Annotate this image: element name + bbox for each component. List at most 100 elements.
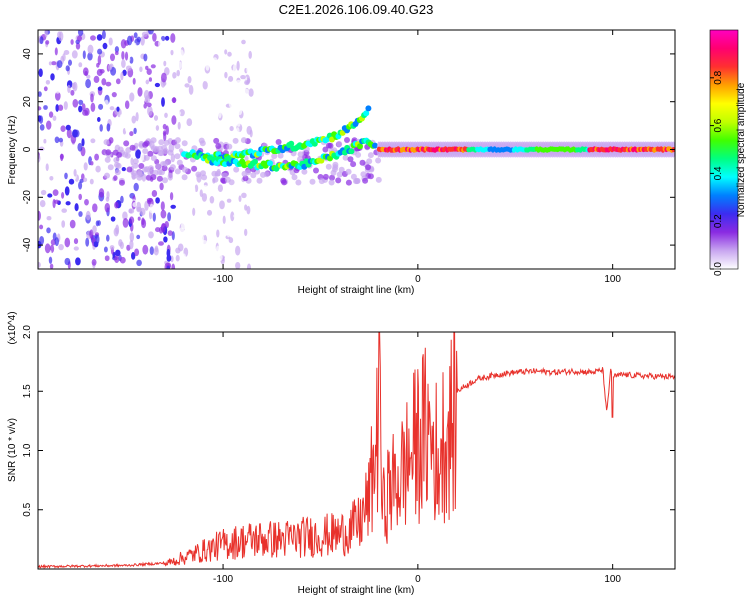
- noise-blob: [236, 79, 242, 85]
- noise-blob: [45, 79, 51, 85]
- noise-blob: [163, 236, 168, 243]
- halo-blob: [163, 139, 170, 146]
- noise-blob: [63, 101, 68, 110]
- noise-blob: [65, 201, 71, 206]
- noise-blob: [78, 99, 84, 106]
- noise-blob: [126, 35, 133, 46]
- noise-blob: [160, 201, 165, 211]
- noise-blob: [52, 115, 57, 121]
- halo-blob: [212, 176, 219, 183]
- noise-blob: [38, 68, 43, 77]
- halo-blob: [241, 170, 248, 177]
- noise-blob: [159, 182, 164, 191]
- noise-blob: [39, 236, 45, 245]
- noise-blob: [91, 259, 97, 266]
- noise-blob: [81, 138, 85, 147]
- noise-blob: [90, 161, 94, 166]
- noise-blob: [138, 58, 143, 66]
- noise-blob: [147, 106, 153, 116]
- halo-blob: [256, 177, 263, 184]
- noise-blob: [158, 241, 164, 246]
- noise-blob: [78, 193, 83, 201]
- noise-blob: [44, 243, 51, 254]
- noise-blob: [149, 261, 154, 269]
- noise-blob: [182, 240, 187, 248]
- halo-blob: [104, 172, 110, 179]
- noise-blob: [117, 37, 122, 44]
- lower-branch-point: [372, 142, 378, 149]
- snr-panel: -100 0 100 0.5 1.0 1.5 2.0 Height of straight…: [7, 311, 676, 596]
- noise-blob: [198, 238, 204, 246]
- noise-blob: [140, 36, 145, 46]
- halo-blob: [176, 159, 183, 166]
- noise-blob: [213, 36, 218, 43]
- noise-blob: [103, 246, 108, 253]
- noise-blob: [160, 35, 166, 42]
- noise-blob: [152, 32, 157, 42]
- noise-blob: [232, 201, 236, 207]
- noise-blob: [178, 98, 182, 109]
- noise-blob: [191, 41, 197, 48]
- noise-blob: [140, 97, 144, 106]
- noise-blob: [125, 65, 132, 71]
- noise-blob: [198, 124, 205, 129]
- noise-blob: [149, 203, 154, 214]
- noise-blob: [109, 245, 115, 250]
- noise-blob: [87, 52, 93, 61]
- halo-blob: [198, 137, 205, 144]
- lower-branch-point: [357, 143, 363, 150]
- halo-blob: [362, 177, 369, 184]
- figure-title: C2E1.2026.106.09.40.G23: [279, 2, 434, 17]
- halo-blob: [143, 154, 150, 161]
- noise-blob: [221, 110, 228, 117]
- noise-blob: [94, 153, 99, 161]
- noise-blob: [187, 76, 192, 84]
- noise-blob: [187, 104, 191, 110]
- noise-blob: [231, 184, 236, 193]
- halo-blob: [181, 174, 188, 181]
- noise-blob: [64, 172, 68, 180]
- noise-blob: [104, 202, 111, 213]
- noise-blob: [210, 71, 216, 80]
- noise-blob: [50, 73, 55, 81]
- noise-blob: [146, 102, 152, 108]
- halo-blob: [142, 148, 149, 155]
- noise-blob: [43, 47, 48, 53]
- halo-blob: [366, 158, 373, 165]
- noise-blob: [146, 68, 152, 76]
- noise-blob: [113, 175, 118, 181]
- noise-blob: [224, 49, 228, 55]
- noise-blob: [54, 47, 58, 56]
- noise-blob: [44, 57, 49, 64]
- noise-blob: [196, 249, 201, 258]
- snr-y-ticks: 0.5 1.0 1.5 2.0: [22, 325, 675, 517]
- halo-blob: [138, 163, 145, 169]
- noise-blob: [84, 198, 89, 206]
- noise-blob: [238, 195, 242, 203]
- noise-blob: [124, 100, 130, 110]
- noise-blob: [158, 38, 164, 49]
- noise-blob: [188, 260, 193, 266]
- noise-blob: [38, 262, 41, 268]
- noise-blob: [121, 59, 126, 68]
- noise-blob: [179, 116, 185, 125]
- noise-blob: [97, 48, 103, 55]
- noise-blob: [146, 197, 153, 203]
- noise-blob: [176, 69, 180, 77]
- snr-x-ticks: -100 0 100: [213, 332, 621, 585]
- noise-blob: [48, 61, 52, 66]
- halo-blob: [126, 166, 133, 173]
- halo-blob: [157, 150, 164, 157]
- noise-blob: [124, 51, 129, 61]
- halo-blob: [221, 172, 228, 179]
- noise-blob: [129, 131, 134, 137]
- noise-blob: [201, 70, 205, 75]
- noise-blob: [245, 114, 251, 120]
- noise-blob: [78, 181, 83, 190]
- noise-blob: [186, 118, 193, 127]
- halo-blob: [297, 151, 304, 158]
- halo-blob: [224, 176, 231, 183]
- noise-blob: [68, 178, 75, 185]
- halo-blob: [365, 164, 371, 171]
